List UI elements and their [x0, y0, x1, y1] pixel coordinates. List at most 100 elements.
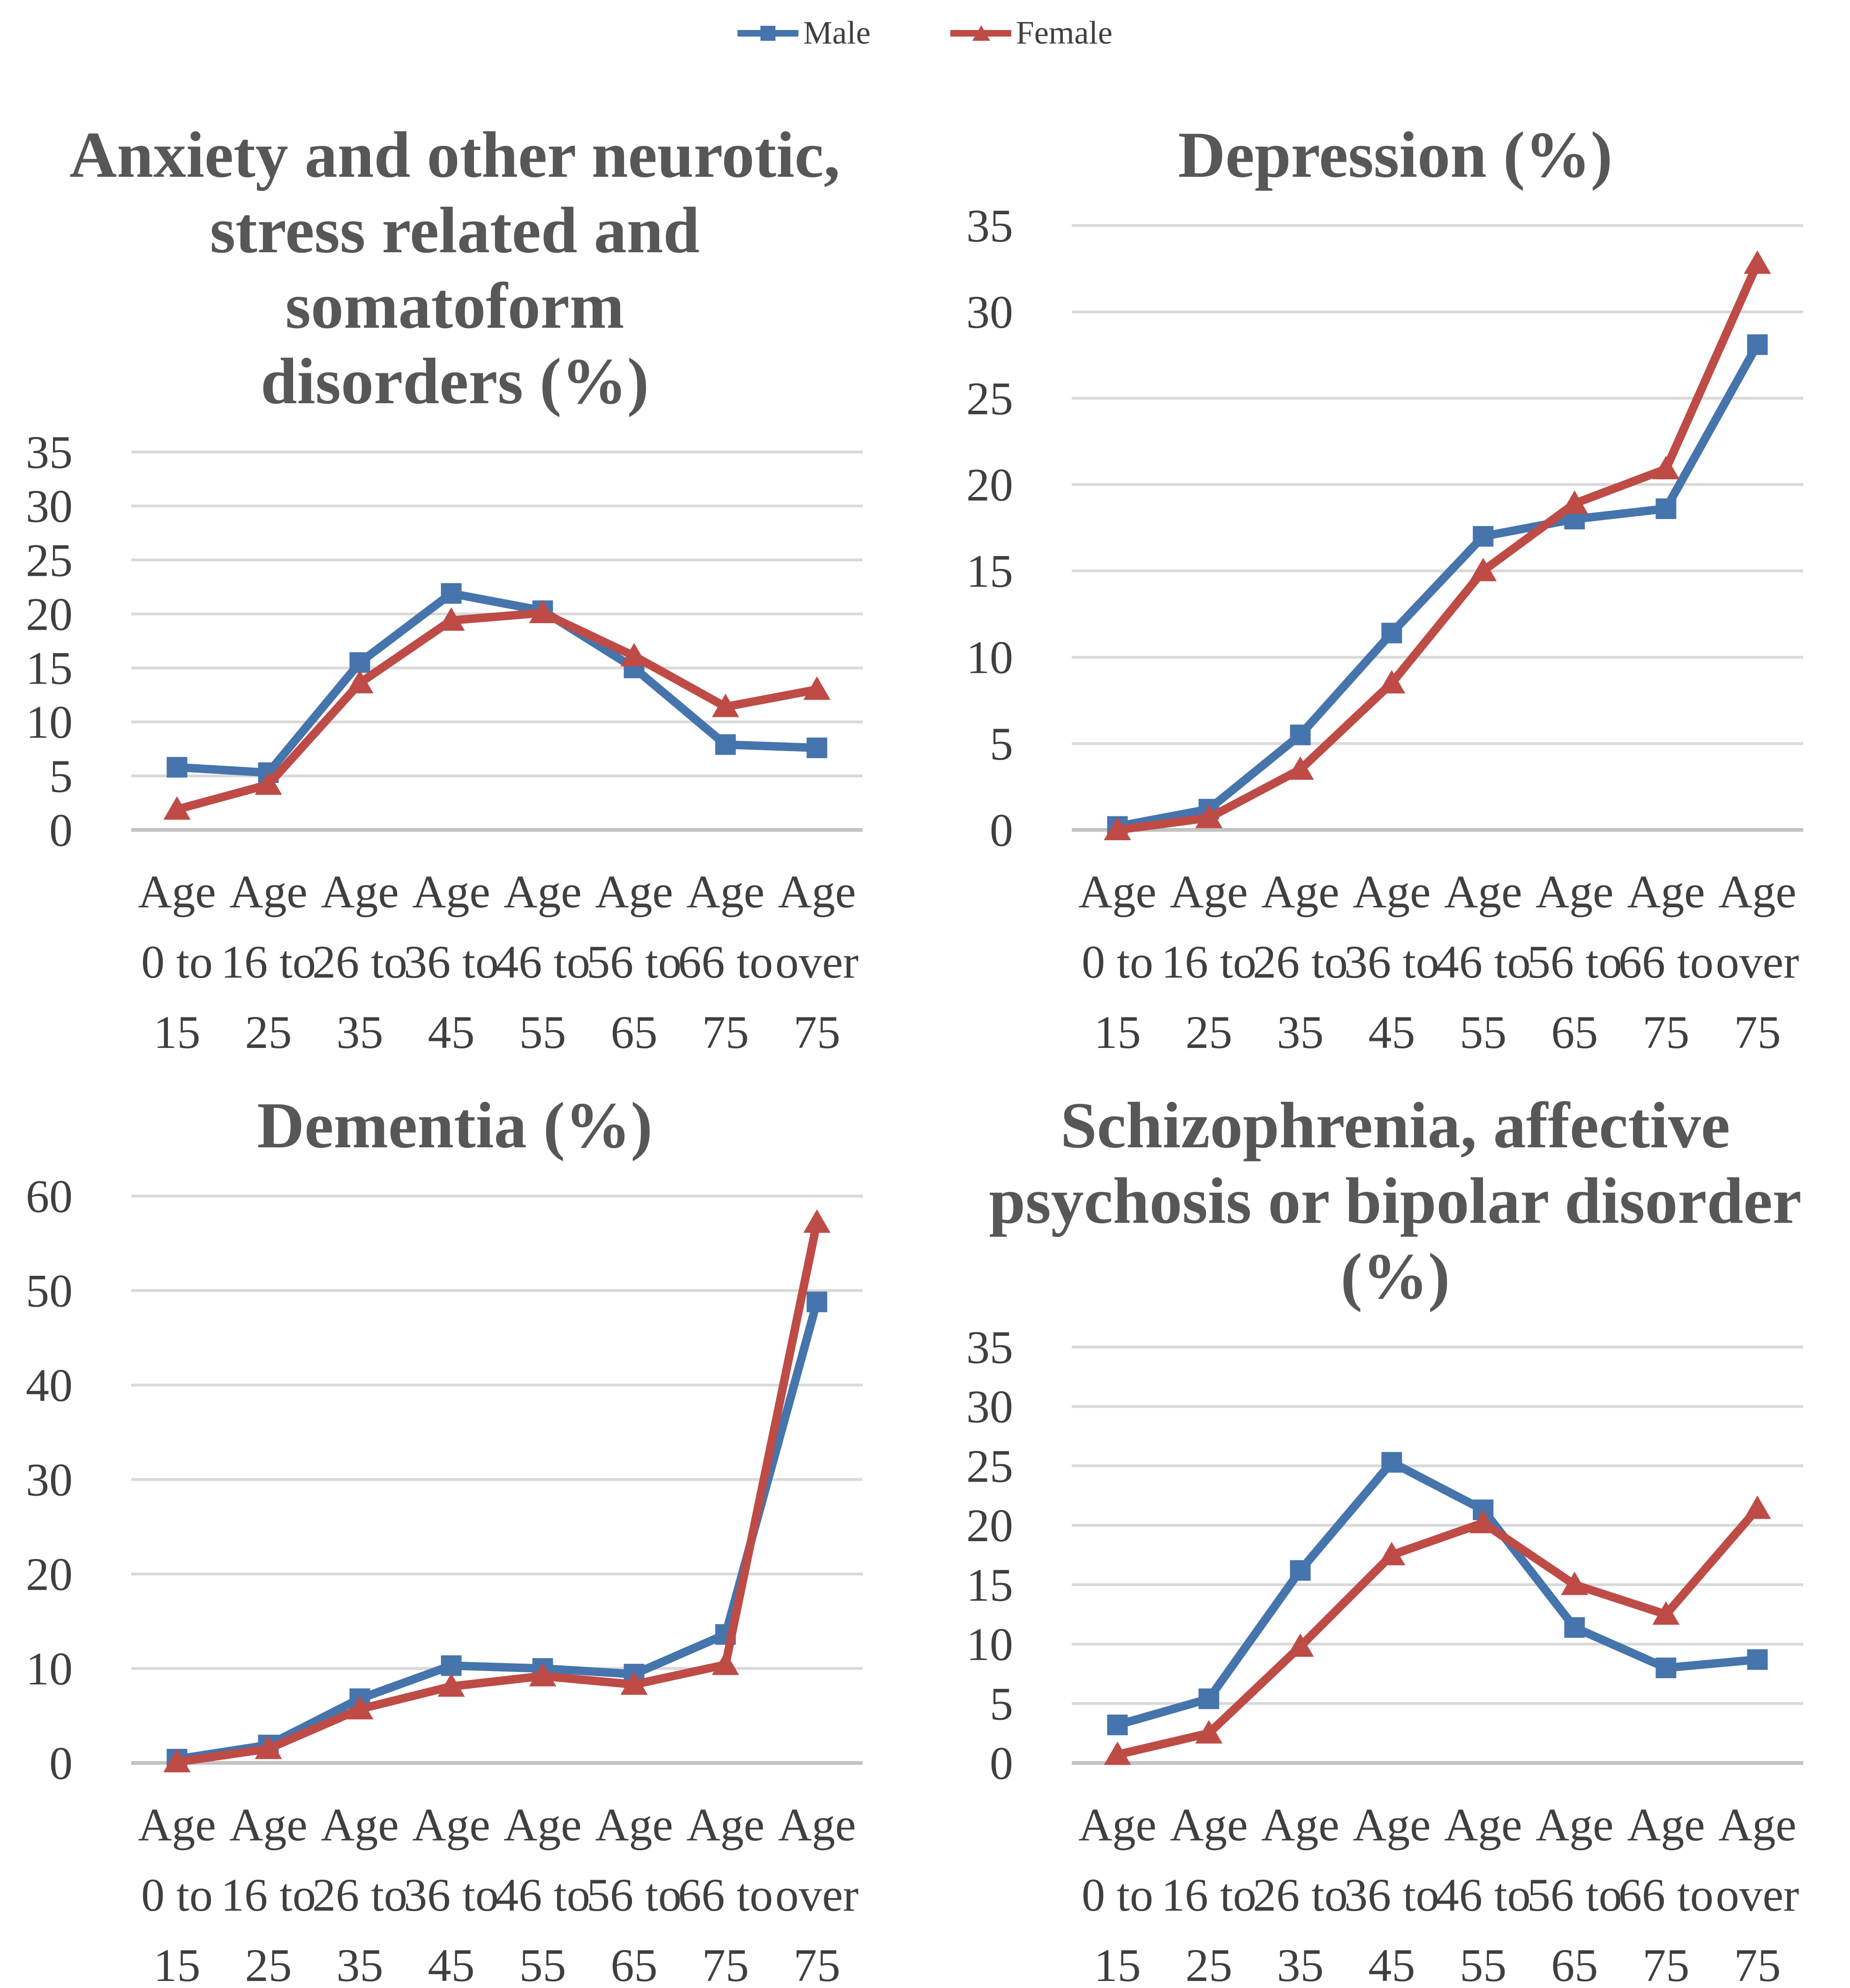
svg-text:10: 10: [966, 632, 1013, 684]
svg-text:66 to: 66 to: [1618, 936, 1714, 988]
svg-text:0: 0: [49, 1737, 73, 1789]
male-line-square-icon: [737, 25, 799, 41]
svg-text:30: 30: [966, 286, 1013, 338]
svg-text:35: 35: [26, 426, 73, 478]
svg-text:Age: Age: [1444, 866, 1522, 918]
svg-text:15: 15: [154, 1006, 201, 1055]
svg-text:25: 25: [245, 1006, 292, 1055]
svg-text:25: 25: [1186, 1939, 1233, 1988]
y-axis-labels: 60 50 40 30 20 10 0: [26, 1170, 73, 1789]
female-series-line: [1116, 1506, 1761, 1759]
svg-text:46 to: 46 to: [495, 936, 590, 988]
svg-text:15: 15: [154, 1939, 201, 1988]
svg-text:Age: Age: [1170, 1799, 1248, 1851]
svg-text:Age: Age: [138, 866, 216, 918]
svg-text:over: over: [775, 936, 859, 988]
svg-text:46 to: 46 to: [1436, 1869, 1531, 1921]
svg-text:56 to: 56 to: [587, 1869, 682, 1921]
svg-text:66 to: 66 to: [678, 936, 773, 988]
svg-text:Age: Age: [1078, 1799, 1157, 1851]
svg-text:over: over: [1716, 1869, 1799, 1921]
female-series-line: [1117, 262, 1761, 834]
svg-text:56 to: 56 to: [1527, 1869, 1622, 1921]
svg-text:10: 10: [26, 1643, 73, 1695]
svg-text:36 to: 36 to: [404, 936, 499, 988]
svg-text:45: 45: [1369, 1006, 1415, 1055]
svg-text:75: 75: [702, 1939, 749, 1988]
svg-text:0: 0: [990, 1737, 1013, 1789]
svg-text:20: 20: [966, 459, 1013, 511]
svg-text:16 to: 16 to: [221, 1869, 316, 1921]
svg-text:75: 75: [1643, 1939, 1690, 1988]
svg-text:35: 35: [1277, 1939, 1324, 1988]
svg-text:30: 30: [26, 480, 73, 532]
svg-text:Age: Age: [595, 1799, 673, 1851]
svg-text:Age: Age: [778, 1799, 856, 1851]
chart-depression-title: Depression (%): [1178, 119, 1613, 191]
svg-text:66 to: 66 to: [1618, 1869, 1714, 1921]
svg-text:16 to: 16 to: [1161, 1869, 1256, 1921]
svg-text:Age: Age: [1535, 866, 1614, 918]
svg-text:65: 65: [1551, 1939, 1598, 1988]
chart-depression: Depression (%) 35 30 25 20 15 10 5 0 Age 0 to 15 Ag…: [955, 117, 1836, 1055]
svg-text:45: 45: [428, 1939, 475, 1988]
svg-text:Age: Age: [686, 866, 765, 918]
svg-text:75: 75: [794, 1006, 841, 1055]
svg-text:35: 35: [337, 1006, 384, 1055]
svg-text:Age: Age: [229, 866, 308, 918]
svg-text:Age: Age: [412, 866, 490, 918]
svg-text:75: 75: [1734, 1006, 1781, 1055]
svg-text:0: 0: [49, 804, 73, 856]
svg-text:25: 25: [1186, 1006, 1233, 1055]
svg-text:66 to: 66 to: [678, 1869, 773, 1921]
svg-text:36 to: 36 to: [1344, 1869, 1439, 1921]
svg-text:0 to: 0 to: [141, 936, 213, 988]
svg-text:Age: Age: [1627, 1799, 1705, 1851]
svg-text:26 to: 26 to: [312, 936, 407, 988]
svg-text:0: 0: [990, 804, 1013, 856]
svg-text:Age: Age: [321, 866, 399, 918]
male-series-markers: [1107, 1452, 1768, 1735]
gridlines: [1072, 224, 1803, 832]
svg-text:60: 60: [26, 1170, 73, 1222]
svg-text:10: 10: [26, 696, 73, 748]
female-line-triangle-icon: [950, 25, 1011, 41]
svg-text:25: 25: [245, 1939, 292, 1988]
svg-text:25: 25: [966, 372, 1013, 424]
chart-legend: Male Female: [0, 17, 1850, 50]
svg-text:Age: Age: [1170, 866, 1248, 918]
svg-text:35: 35: [337, 1939, 384, 1988]
svg-text:15: 15: [26, 642, 73, 694]
svg-text:Age: Age: [595, 866, 673, 918]
svg-text:56 to: 56 to: [1527, 936, 1622, 988]
svg-text:10: 10: [966, 1619, 1013, 1671]
svg-text:56 to: 56 to: [587, 936, 682, 988]
svg-text:75: 75: [1734, 1939, 1781, 1988]
svg-text:Age: Age: [504, 866, 582, 918]
svg-text:16 to: 16 to: [1161, 936, 1256, 988]
svg-text:Age: Age: [1718, 866, 1797, 918]
svg-text:Age: Age: [1718, 1799, 1797, 1851]
female-series-line: [176, 1221, 821, 1766]
male-series-line: [176, 589, 817, 777]
svg-text:5: 5: [49, 750, 73, 802]
female-series-line: [176, 608, 818, 813]
svg-text:0 to: 0 to: [1082, 936, 1153, 988]
female-series-markers: [163, 600, 831, 820]
chart-schizophrenia: Schizophrenia, affective psychosis or bi…: [955, 1088, 1836, 1988]
svg-text:Age: Age: [686, 1799, 765, 1851]
svg-text:5: 5: [990, 1678, 1013, 1730]
male-series-line: [1116, 1457, 1758, 1729]
svg-text:26 to: 26 to: [1253, 1869, 1348, 1921]
svg-text:35: 35: [1277, 1006, 1324, 1055]
svg-text:Age: Age: [1444, 1799, 1522, 1851]
svg-text:55: 55: [519, 1939, 566, 1988]
svg-text:15: 15: [1094, 1939, 1141, 1988]
svg-text:30: 30: [26, 1454, 73, 1506]
gridlines: [1072, 1346, 1803, 1765]
